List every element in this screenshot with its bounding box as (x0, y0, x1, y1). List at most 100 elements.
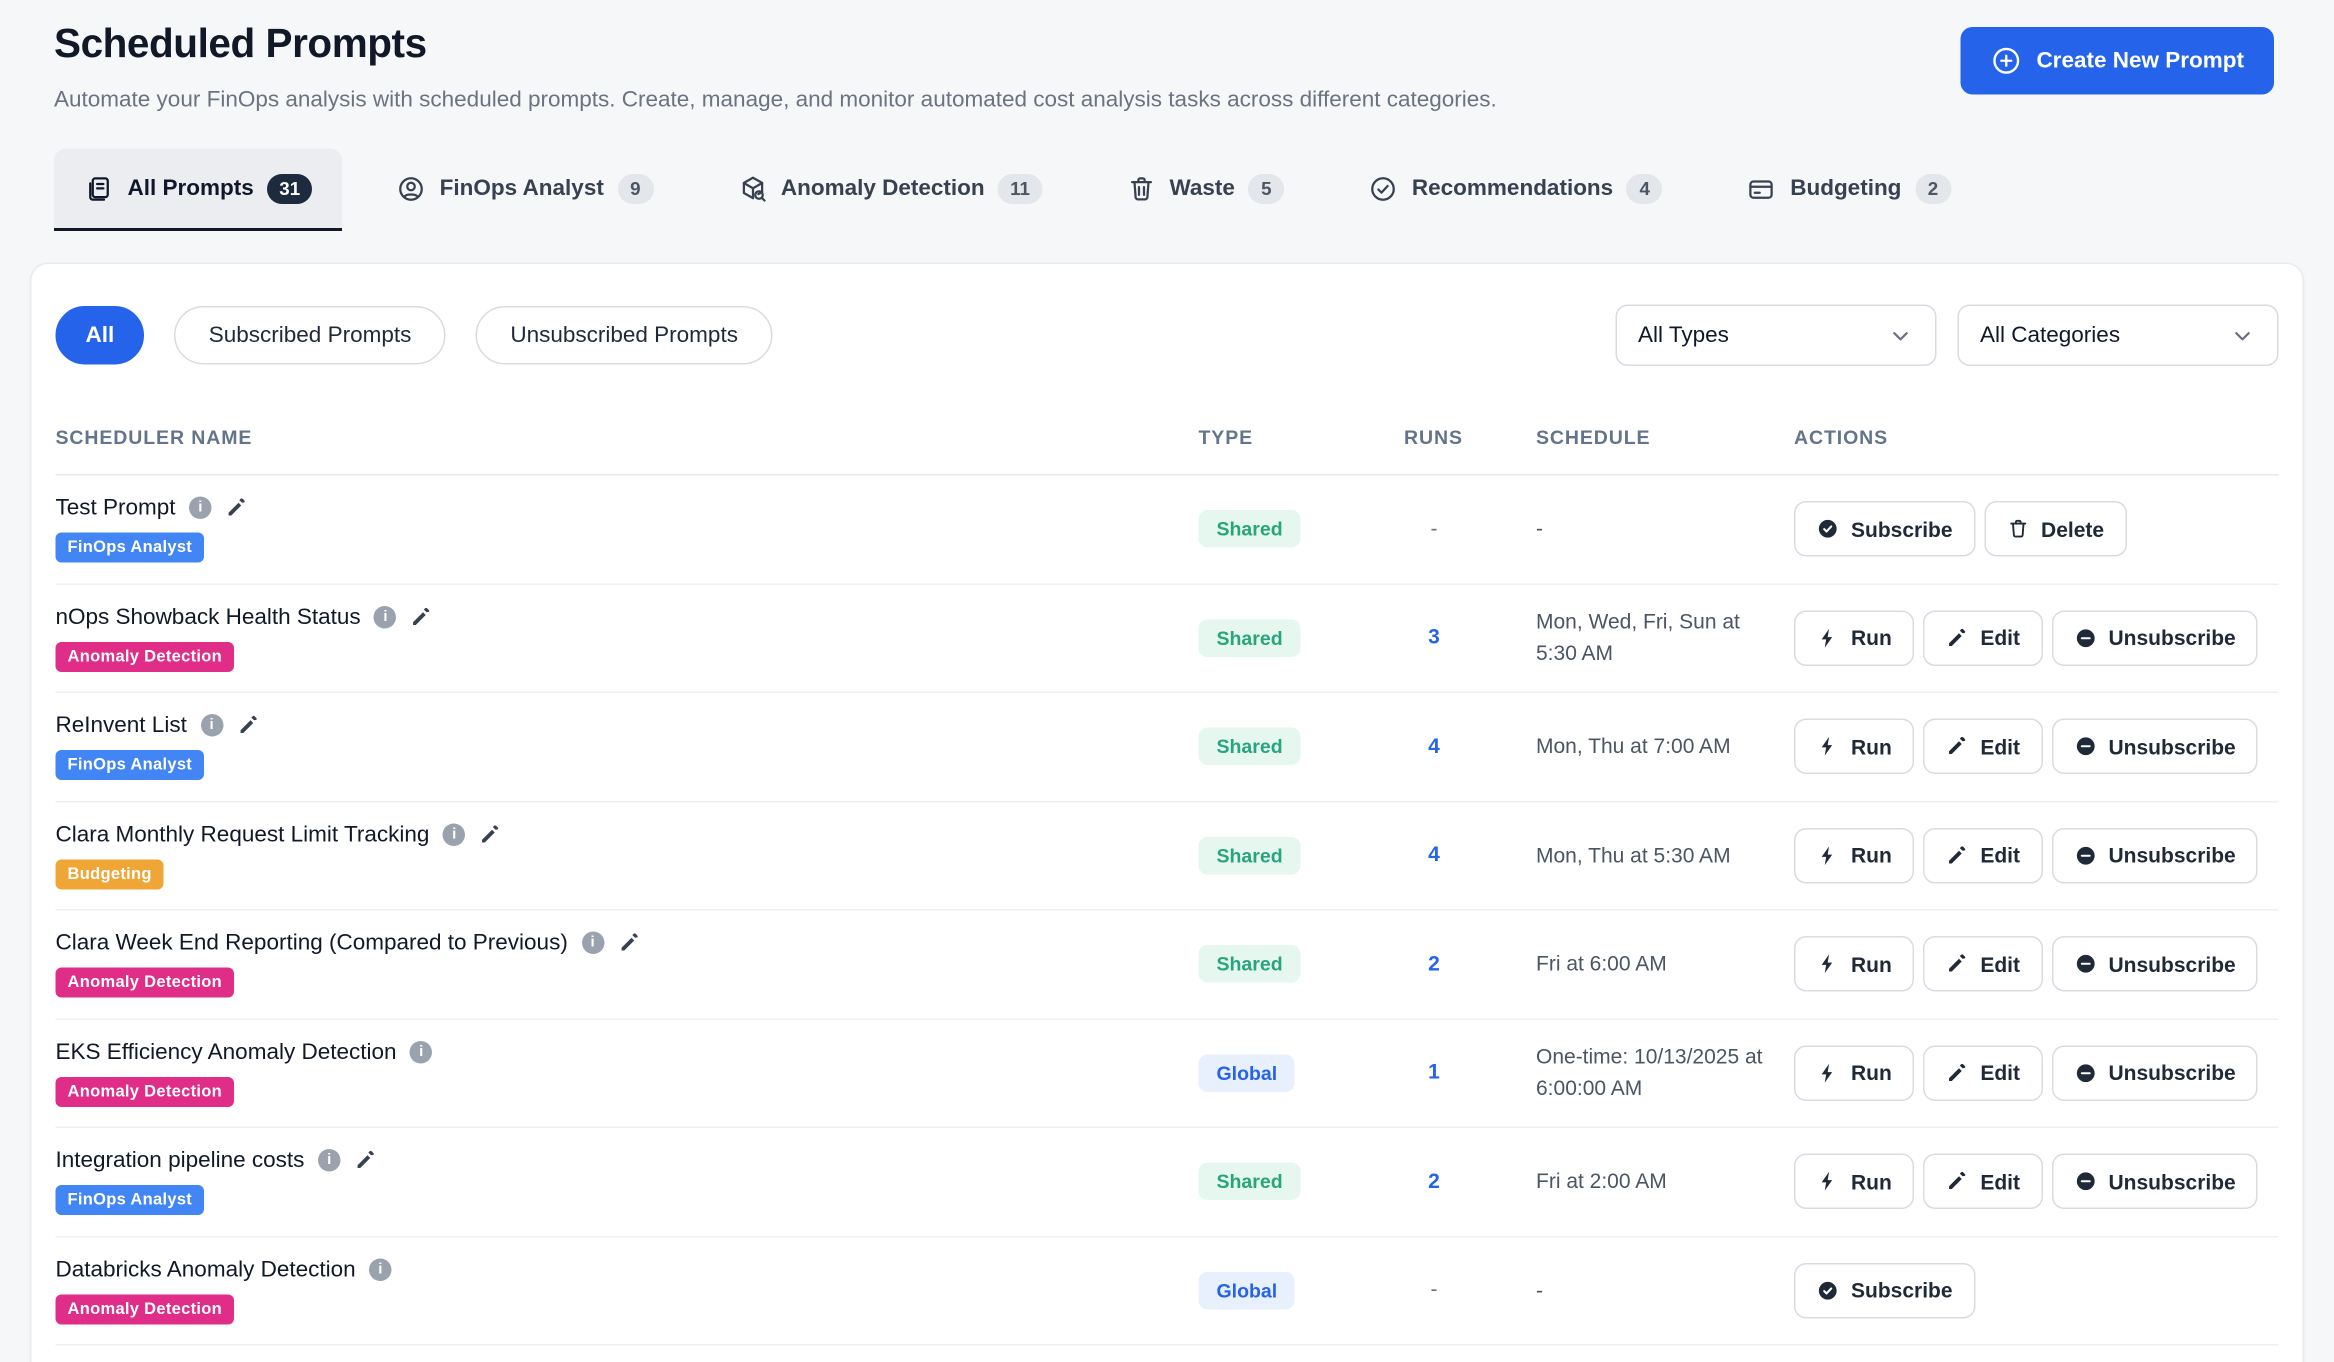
unsubscribe-button[interactable]: Unsubscribe (2052, 1154, 2259, 1210)
edit-name-icon[interactable] (410, 606, 433, 629)
tab-waste[interactable]: Waste 5 (1096, 149, 1314, 232)
tab-anomaly-detection[interactable]: Anomaly Detection 11 (707, 149, 1072, 232)
filter-subscribed-pill[interactable]: Subscribed Prompts (174, 306, 446, 365)
subscribe-button[interactable]: Subscribe (1794, 501, 1975, 557)
minus-circle-icon (2074, 735, 2097, 758)
action-button-label: Unsubscribe (2109, 843, 2236, 867)
edit-name-icon[interactable] (479, 823, 502, 846)
filter-unsubscribed-pill[interactable]: Unsubscribed Prompts (476, 306, 773, 365)
schedule-text: Mon, Thu at 7:00 AM (1536, 731, 1794, 763)
select-value: All Types (1638, 323, 1729, 349)
prompt-name: EKS Efficiency Anomaly Detection (56, 1039, 397, 1065)
category-badge: Anomaly Detection (56, 1294, 235, 1324)
edit-button[interactable]: Edit (1923, 936, 2042, 992)
runs-count[interactable]: 2 (1404, 951, 1464, 975)
lightning-icon (1817, 627, 1840, 650)
info-icon[interactable]: i (200, 714, 223, 737)
tab-count-badge: 9 (617, 173, 653, 203)
category-badge: Anomaly Detection (56, 968, 235, 998)
edit-button[interactable]: Edit (1923, 1154, 2042, 1210)
page-subtitle: Automate your FinOps analysis with sched… (54, 87, 1497, 113)
info-icon[interactable]: i (581, 932, 604, 955)
tab-label: Anomaly Detection (781, 176, 985, 202)
category-badge: Budgeting (56, 859, 164, 889)
edit-name-icon[interactable] (236, 714, 259, 737)
tab-finops-analyst[interactable]: FinOps Analyst 9 (366, 149, 683, 232)
category-badge: FinOps Analyst (56, 1185, 205, 1215)
runs-count[interactable]: 2 (1404, 1168, 1464, 1192)
tab-count-badge: 2 (1915, 173, 1951, 203)
unsubscribe-button[interactable]: Unsubscribe (2052, 719, 2259, 775)
action-button-label: Delete (2041, 517, 2104, 541)
trash-icon (2007, 518, 2030, 541)
edit-name-icon[interactable] (225, 497, 248, 520)
category-badge: FinOps Analyst (56, 533, 205, 563)
runs-count[interactable]: 1 (1404, 1059, 1464, 1083)
column-scheduler-name: SCHEDULER NAME (56, 426, 1199, 449)
lightning-icon (1817, 1170, 1840, 1193)
info-icon[interactable]: i (318, 1149, 341, 1172)
schedule-text: Mon, Wed, Fri, Sun at 5:30 AM (1536, 606, 1794, 669)
run-button[interactable]: Run (1794, 936, 1914, 992)
table-row: ReInvent ListiFinOps AnalystShared4Mon, … (56, 693, 2279, 802)
minus-circle-icon (2074, 844, 2097, 867)
run-button[interactable]: Run (1794, 1154, 1914, 1210)
info-icon[interactable]: i (443, 823, 466, 846)
run-button[interactable]: Run (1794, 1045, 1914, 1101)
schedule-text: One-time: 10/13/2025 at 6:00:00 AM (1536, 1041, 1794, 1104)
prompt-name: nOps Showback Health Status (56, 604, 361, 630)
run-button[interactable]: Run (1794, 828, 1914, 884)
type-badge: Shared (1199, 619, 1301, 657)
runs-count[interactable]: 4 (1404, 733, 1464, 757)
subscribe-button[interactable]: Subscribe (1794, 1263, 1975, 1319)
edit-button[interactable]: Edit (1923, 610, 2042, 666)
table-row: Clara Monthly Request Limit TrackingiBud… (56, 802, 2279, 911)
action-button-label: Edit (1980, 1061, 2020, 1085)
tab-count-badge: 31 (267, 173, 312, 203)
tab-budgeting[interactable]: Budgeting 2 (1717, 149, 1981, 232)
pill-label: Subscribed Prompts (209, 323, 412, 349)
table-body: Test Prompt i FinOps Analyst Shared - - Subscr… (56, 476, 2279, 1346)
prompt-name: Test Prompt (56, 495, 176, 521)
delete-button[interactable]: Delete (1984, 501, 2127, 557)
tab-count-badge: 5 (1248, 173, 1284, 203)
edit-button[interactable]: Edit (1923, 1045, 2042, 1101)
tab-label: Budgeting (1790, 176, 1901, 202)
unsubscribe-button[interactable]: Unsubscribe (2052, 828, 2259, 884)
edit-name-icon[interactable] (617, 932, 640, 955)
action-button-label: Run (1851, 735, 1892, 759)
unsubscribe-button[interactable]: Unsubscribe (2052, 1045, 2259, 1101)
edit-button[interactable]: Edit (1923, 719, 2042, 775)
runs-count[interactable]: 4 (1404, 842, 1464, 866)
run-button[interactable]: Run (1794, 719, 1914, 775)
action-button-label: Unsubscribe (2109, 952, 2236, 976)
unsubscribe-button[interactable]: Unsubscribe (2052, 936, 2259, 992)
info-icon[interactable]: i (374, 606, 397, 629)
edit-button[interactable]: Edit (1923, 828, 2042, 884)
run-button[interactable]: Run (1794, 610, 1914, 666)
category-filter-select[interactable]: All Categories (1958, 305, 2279, 367)
edit-name-icon[interactable] (354, 1149, 377, 1172)
info-icon[interactable]: i (369, 1258, 392, 1281)
create-new-prompt-button[interactable]: Create New Prompt (1960, 27, 2274, 95)
tab-recommendations[interactable]: Recommendations 4 (1338, 149, 1692, 232)
pencil-icon (1946, 735, 1969, 758)
info-icon[interactable]: i (189, 497, 212, 520)
tab-all-prompts[interactable]: All Prompts 31 (54, 149, 342, 232)
unsubscribe-button[interactable]: Unsubscribe (2052, 610, 2259, 666)
schedule-text: - (1536, 513, 1794, 545)
prompt-name: Databricks Anomaly Detection (56, 1257, 356, 1283)
filter-all-pill[interactable]: All (56, 306, 145, 365)
check-circle-icon (1368, 173, 1398, 203)
runs-count: - (1404, 516, 1464, 540)
type-badge: Shared (1199, 510, 1301, 548)
lightning-icon (1817, 953, 1840, 976)
info-icon[interactable]: i (410, 1041, 433, 1064)
type-filter-select[interactable]: All Types (1616, 305, 1937, 367)
table-row: Integration pipeline costsiFinOps Analys… (56, 1128, 2279, 1237)
minus-circle-icon (2074, 1062, 2097, 1085)
action-button-label: Subscribe (1851, 517, 1953, 541)
chevron-down-icon (2229, 322, 2256, 349)
tab-label: Waste (1169, 176, 1234, 202)
runs-count[interactable]: 3 (1404, 624, 1464, 648)
